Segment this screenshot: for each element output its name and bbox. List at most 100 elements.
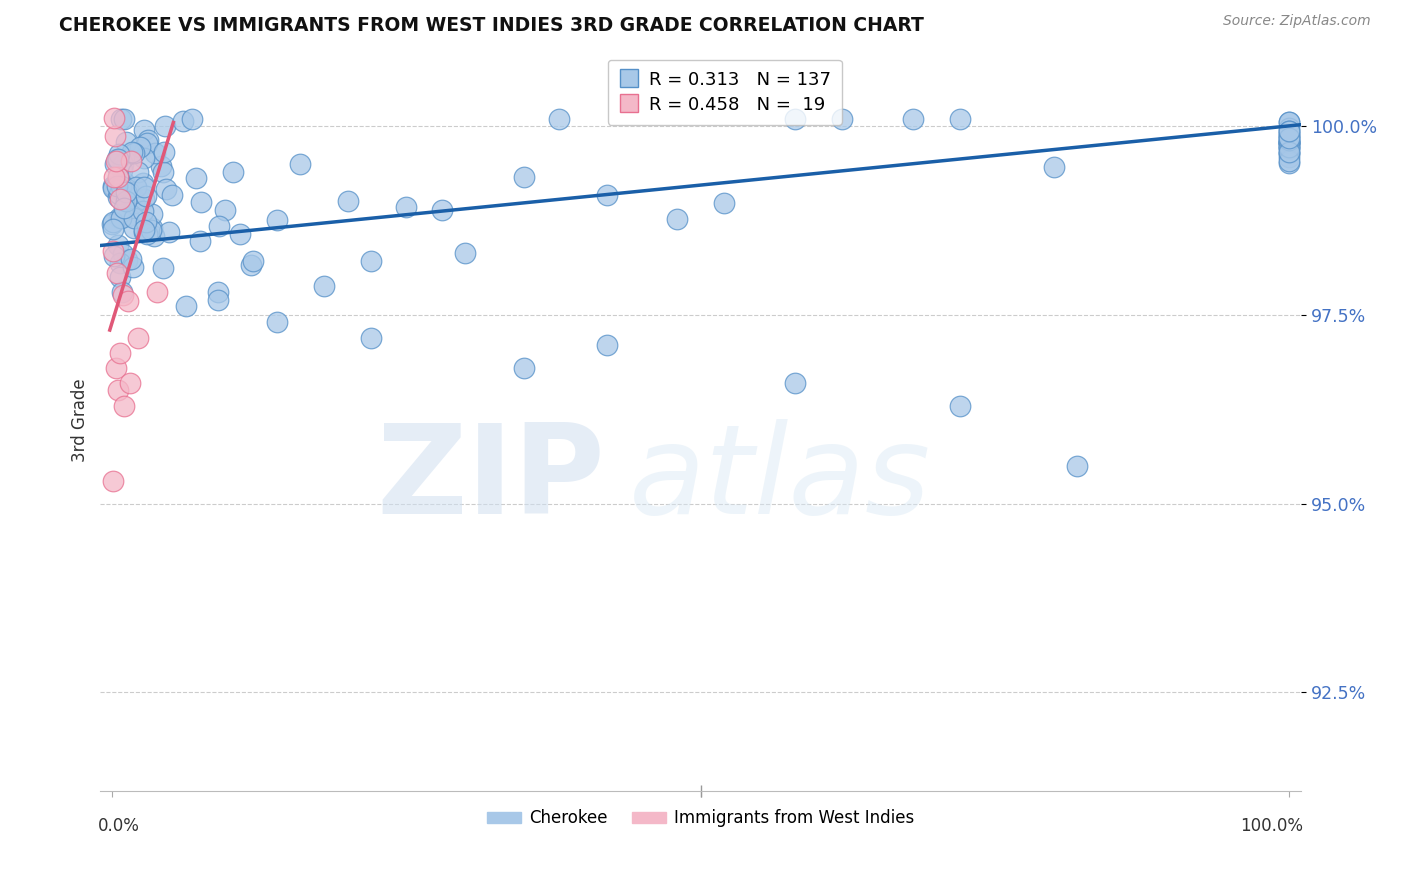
Point [110,211,132,225]
Point [132,122,155,136]
Point [107,189,129,203]
Point [666,211,689,226]
Point [105,153,128,167]
Point [172,114,194,128]
Point [101,178,124,193]
Point [430,202,453,217]
Point [114,194,136,208]
Point [513,360,536,375]
Point [122,260,145,274]
Point [103,170,125,185]
Point [1278,150,1301,164]
Point [360,254,382,268]
Point [595,187,617,202]
Point [1278,140,1301,154]
Point [155,182,177,196]
Point [132,176,155,190]
Point [112,288,135,302]
Point [595,338,617,352]
Point [160,187,183,202]
Point [108,256,131,270]
Point [121,191,143,205]
Point [122,211,145,226]
Point [266,316,288,330]
Point [117,294,139,309]
Point [1278,124,1301,138]
Point [190,194,212,209]
Point [395,200,418,214]
Text: Source: ZipAtlas.com: Source: ZipAtlas.com [1223,14,1371,28]
Point [548,112,571,126]
Text: 100.0%: 100.0% [1240,817,1303,835]
Point [143,146,166,161]
Point [136,133,159,147]
Point [136,227,159,241]
Point [174,299,197,313]
Point [107,186,129,201]
Point [124,196,146,211]
Point [155,119,177,133]
Point [107,147,129,161]
Point [107,237,129,252]
Point [128,140,150,154]
Point [949,399,972,413]
Point [103,181,125,195]
Point [103,474,125,488]
Point [1278,124,1301,138]
Point [115,252,138,267]
Point [266,213,288,227]
Point [1278,133,1301,147]
Point [110,179,132,194]
Y-axis label: 3rd Grade: 3rd Grade [72,379,89,462]
Point [1278,128,1301,143]
Point [118,376,141,390]
Point [143,228,166,243]
Point [152,165,174,179]
Point [222,165,245,179]
Point [1278,156,1301,170]
Point [157,225,180,239]
Point [108,211,131,225]
Point [112,201,135,215]
Point [1278,140,1301,154]
Point [110,112,132,126]
Point [1278,145,1301,160]
Point [180,112,202,126]
Point [184,170,207,185]
Point [141,207,163,221]
Point [360,330,382,344]
Point [949,112,972,126]
Point [107,153,129,167]
Point [1066,458,1088,473]
Point [783,376,806,390]
Point [108,192,131,206]
Point [713,196,735,211]
Point [134,192,156,206]
Point [1278,131,1301,145]
Point [107,170,129,185]
Point [135,214,157,228]
Point [149,159,172,173]
Point [1043,160,1066,174]
Point [513,169,536,184]
Point [110,345,132,359]
Point [117,209,139,223]
Point [1278,136,1301,150]
Point [312,278,335,293]
Point [1278,115,1301,129]
Point [1278,135,1301,149]
Point [110,270,132,285]
Point [120,252,142,266]
Point [1278,135,1301,149]
Point [242,253,264,268]
Point [1278,136,1301,150]
Point [132,222,155,236]
Point [208,219,231,233]
Point [135,189,157,203]
Point [146,285,169,300]
Point [1278,153,1301,168]
Point [103,112,125,126]
Point [1278,136,1301,150]
Point [1278,131,1301,145]
Point [111,156,134,170]
